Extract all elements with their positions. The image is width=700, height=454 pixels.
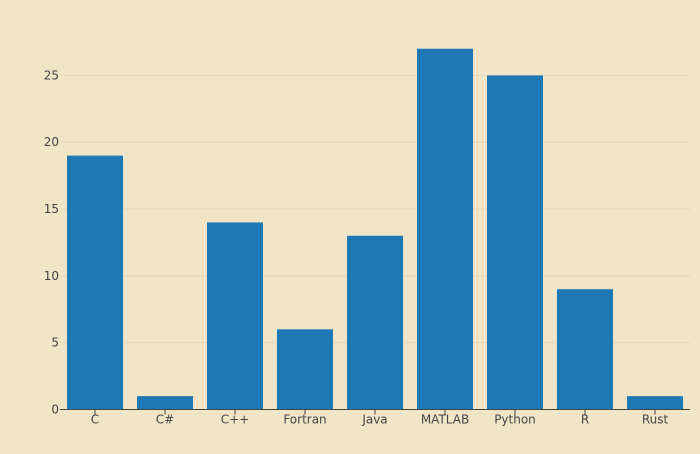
bar-rust[interactable]: Rust: 1 (627, 396, 683, 410)
bar-r[interactable]: R: 9 (557, 289, 613, 410)
bars: C: 19 C#: 1 C++: 14Fortran: 6Java: 13MATLA… (67, 48, 683, 410)
bar-fortran[interactable]: Fortran: 6 (277, 329, 333, 410)
axes (60, 409, 690, 415)
x-tick-label: Rust (642, 413, 669, 427)
bar-python[interactable]: Python: 25 (487, 75, 543, 410)
x-tick-label: C (91, 413, 99, 427)
x-tick-label: Java (361, 413, 387, 427)
bar-c[interactable]: C: 19 (67, 155, 123, 410)
x-tick-label: R (581, 413, 589, 427)
y-tick-label-20: 20 (44, 135, 59, 149)
bar-cplusplus[interactable]: C++: 14 (207, 222, 263, 410)
bar-csharp[interactable]: C#: 1 (137, 396, 193, 410)
x-tick-label: Python (494, 413, 536, 427)
bar-java[interactable]: Java: 13 (347, 235, 403, 410)
tick-labels: 0 5 10 15 20 25 C C# C++ Fortran Java MATLAB Python R… (44, 68, 669, 426)
y-tick-label-25: 25 (44, 68, 59, 82)
x-tick-label: C++ (221, 413, 250, 427)
y-tick-label-10: 10 (44, 269, 59, 283)
bar-matlab[interactable]: MATLAB: 27 (417, 48, 473, 410)
y-tick-label-0: 0 (51, 403, 59, 417)
x-tick-label: C# (156, 413, 174, 427)
x-tick-label: MATLAB (421, 413, 469, 427)
y-tick-label-5: 5 (51, 336, 59, 350)
y-tick-label-15: 15 (44, 202, 59, 216)
x-tick-label: Fortran (283, 413, 326, 427)
